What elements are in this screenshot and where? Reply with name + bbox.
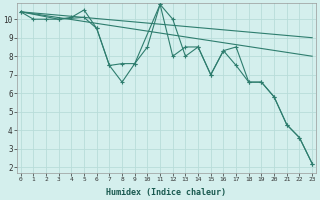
X-axis label: Humidex (Indice chaleur): Humidex (Indice chaleur) [107,188,227,197]
